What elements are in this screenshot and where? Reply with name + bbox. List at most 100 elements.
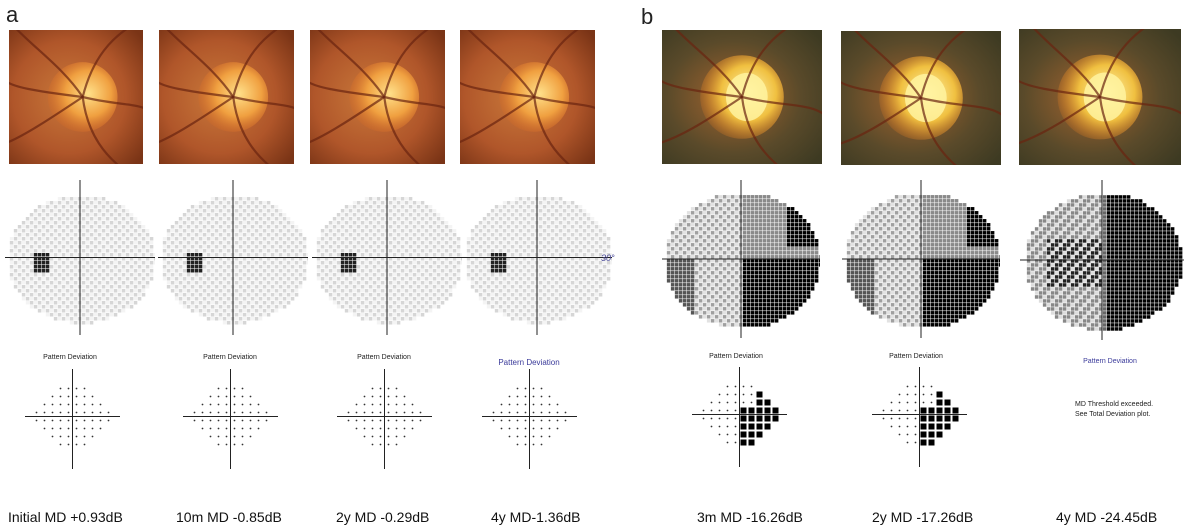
visual-field-cell xyxy=(404,213,409,217)
visual-field-cell xyxy=(694,231,699,235)
visual-field-cell xyxy=(73,237,78,241)
visual-field-cell xyxy=(714,207,719,211)
visual-field-cell xyxy=(336,293,341,297)
visual-field-cell xyxy=(246,229,251,233)
visual-field-cell xyxy=(45,205,50,209)
visual-field-cell xyxy=(270,285,275,289)
visual-field-cell xyxy=(582,233,587,237)
visual-field-cell xyxy=(778,219,783,223)
visual-field-cell xyxy=(678,271,683,275)
visual-field-cell xyxy=(578,229,583,233)
visual-field-cell xyxy=(49,245,54,249)
visual-field-cell xyxy=(266,201,271,205)
visual-field-cell xyxy=(722,251,727,255)
visual-field-cell xyxy=(490,209,495,213)
visual-field-cell xyxy=(486,249,491,253)
visual-field-cell xyxy=(546,229,551,233)
visual-field-cell xyxy=(456,253,461,257)
visual-field-cell xyxy=(178,285,183,289)
visual-field-cell xyxy=(582,273,587,277)
visual-field-cell xyxy=(392,253,397,257)
visual-field-cell xyxy=(428,225,433,229)
visual-field-cell xyxy=(206,317,211,321)
visual-field-cell xyxy=(538,297,543,301)
visual-field-cell xyxy=(101,297,106,301)
visual-field-cell xyxy=(498,237,503,241)
visual-field-cell xyxy=(258,257,263,261)
visual-field-cell xyxy=(538,253,543,257)
visual-field-cell xyxy=(137,245,142,249)
visual-field-cell xyxy=(770,259,775,263)
visual-field-cell xyxy=(934,203,939,207)
visual-field-cell xyxy=(344,289,349,293)
visual-field-cell xyxy=(226,233,231,237)
visual-field-cell xyxy=(210,293,215,297)
visual-field-cell xyxy=(424,225,429,229)
visual-field-cell xyxy=(274,309,279,313)
visual-field-cell xyxy=(518,277,523,281)
visual-field-cell xyxy=(902,215,907,219)
visual-field-cell xyxy=(586,277,591,281)
visual-field-cell xyxy=(214,265,219,269)
visual-field-cell xyxy=(61,205,66,209)
visual-field-cell xyxy=(360,301,365,305)
visual-field-cell xyxy=(778,291,783,295)
visual-field-cell xyxy=(45,233,50,237)
visual-field-cell xyxy=(400,313,405,317)
visual-field-cell xyxy=(778,207,783,211)
visual-field-cell xyxy=(222,225,227,229)
visual-field-cell xyxy=(542,297,547,301)
visual-field-cell xyxy=(408,225,413,229)
visual-field-cell xyxy=(340,285,345,289)
visual-field-cell xyxy=(278,277,283,281)
visual-field-cell xyxy=(448,257,453,261)
visual-field-cell xyxy=(392,209,397,213)
visual-field-cell xyxy=(726,307,731,311)
visual-field-cell xyxy=(722,243,727,247)
visual-field-cell xyxy=(416,281,421,285)
visual-field-cell xyxy=(254,233,259,237)
visual-field-cell xyxy=(352,309,357,313)
visual-field-cell xyxy=(49,209,54,213)
visual-field-cell xyxy=(298,229,303,233)
visual-field-cell xyxy=(202,249,207,253)
visual-field-cell xyxy=(109,201,114,205)
visual-field-cell xyxy=(37,233,42,237)
visual-field-cell xyxy=(734,319,739,323)
visual-field-cell xyxy=(774,223,779,227)
visual-field-cell xyxy=(17,273,22,277)
visual-field-cell xyxy=(582,305,587,309)
visual-field-cell xyxy=(290,297,295,301)
visual-field-cell xyxy=(702,311,707,315)
visual-field-cell xyxy=(93,233,98,237)
visual-field-cell xyxy=(714,303,719,307)
visual-field-cell xyxy=(194,209,199,213)
visual-field-cell xyxy=(526,241,531,245)
visual-field-cell xyxy=(282,237,287,241)
visual-field-cell xyxy=(222,213,227,217)
visual-field-cell xyxy=(324,261,329,265)
visual-field-cell xyxy=(874,211,879,215)
visual-field-cell xyxy=(258,261,263,265)
visual-field-cell xyxy=(746,215,751,219)
visual-field-cell xyxy=(590,241,595,245)
visual-field-cell xyxy=(360,249,365,253)
visual-field-cell xyxy=(81,309,86,313)
visual-field-cell xyxy=(109,261,114,265)
visual-field-cell xyxy=(372,285,377,289)
visual-field-cell xyxy=(436,261,441,265)
visual-field-cell xyxy=(262,261,267,265)
visual-field-cell xyxy=(522,241,527,245)
visual-field-cell xyxy=(45,201,50,205)
visual-field-cell xyxy=(210,269,215,273)
visual-field-cell xyxy=(242,317,247,321)
visual-field-cell xyxy=(222,261,227,265)
visual-field-cell xyxy=(174,253,179,257)
visual-field-cell xyxy=(546,237,551,241)
visual-field-cell xyxy=(786,295,791,299)
visual-field-cell xyxy=(714,279,719,283)
visual-field-cell xyxy=(538,321,543,325)
visual-field-cell xyxy=(125,281,130,285)
visual-field-cell xyxy=(372,317,377,321)
visual-field-cell xyxy=(121,229,126,233)
